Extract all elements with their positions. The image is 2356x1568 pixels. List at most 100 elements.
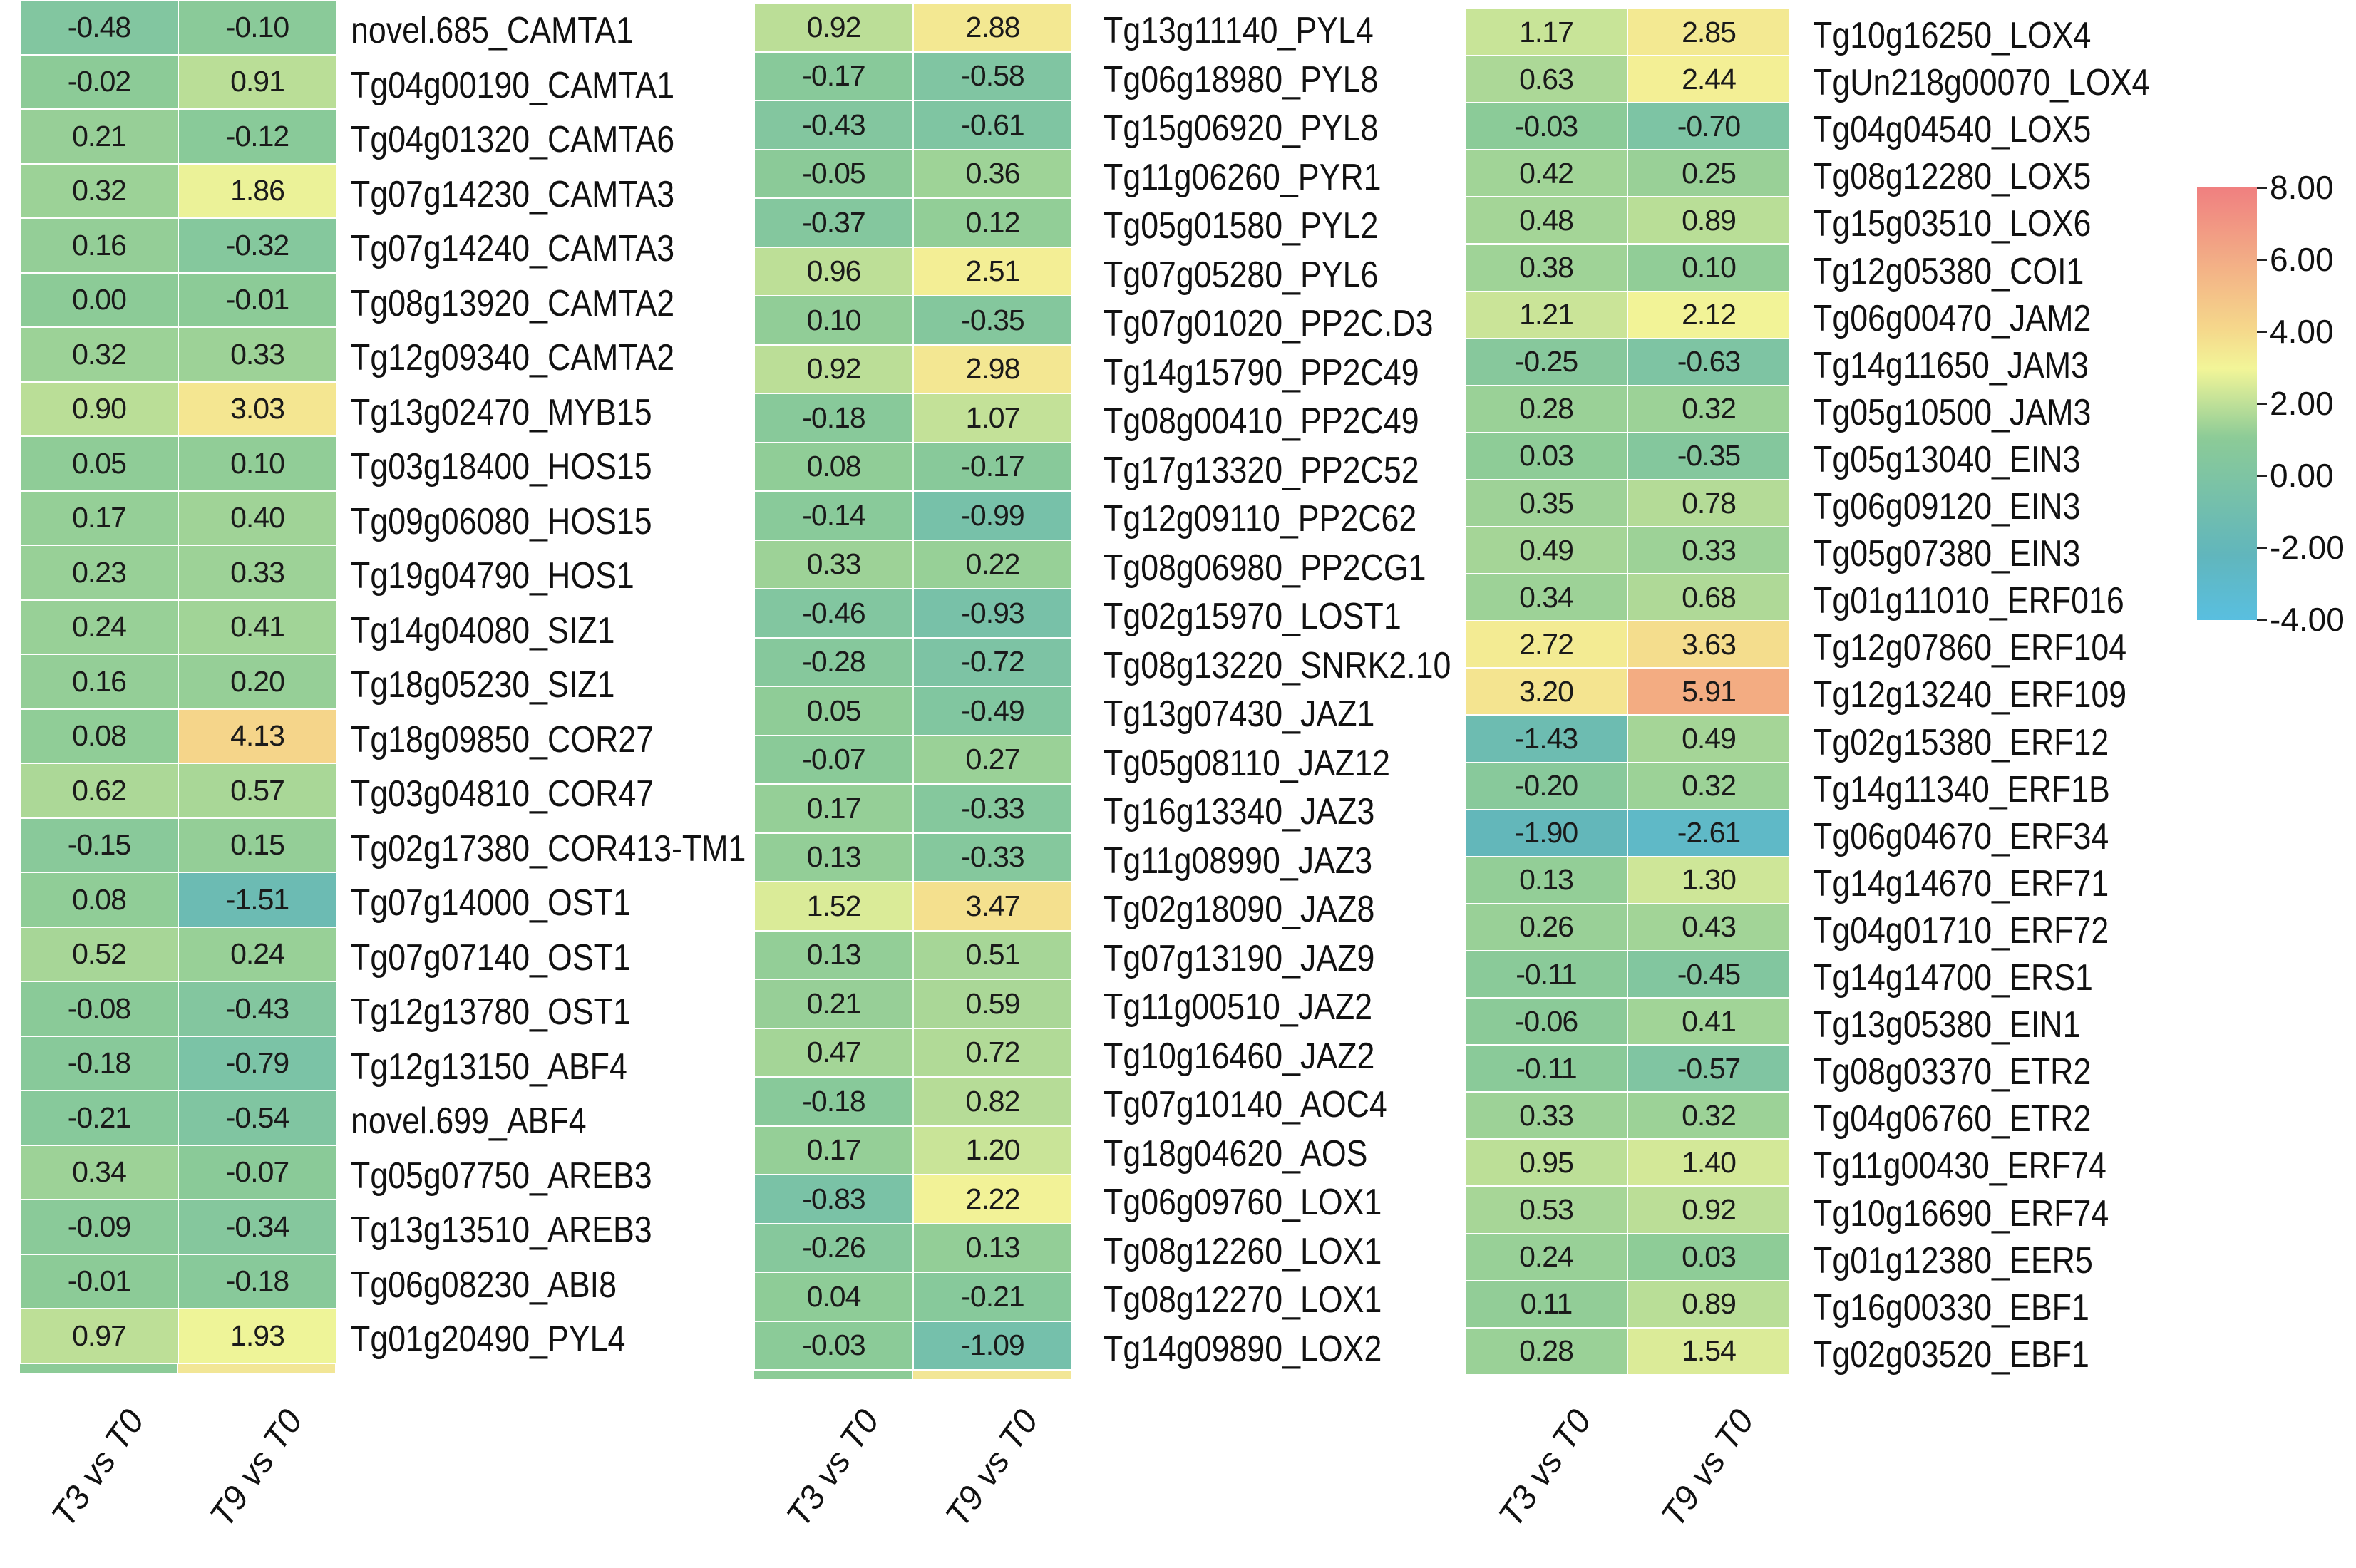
heatmap-cell: 0.08 — [20, 872, 178, 927]
heatmap-cell: 1.20 — [913, 1125, 1072, 1175]
gene-label: Tg08g12270_LOX1 — [1104, 1279, 1382, 1321]
legend-tick — [2257, 547, 2267, 549]
gene-label: Tg06g00470_JAM2 — [1813, 297, 2092, 339]
heatmap-cell: 0.62 — [20, 763, 178, 818]
heatmap-cell: 0.16 — [20, 654, 178, 709]
heatmap-cell: -0.15 — [20, 817, 178, 872]
heatmap-cell: 0.00 — [20, 272, 178, 327]
heatmap-cell: 0.13 — [754, 930, 913, 979]
heatmap-cell: -0.45 — [1627, 951, 1790, 999]
gene-label: Tg18g05230_SIZ1 — [351, 664, 615, 706]
heatmap-cell: 0.38 — [1465, 244, 1627, 292]
heatmap-cell: -0.58 — [913, 51, 1072, 100]
heatmap-cell: 0.34 — [20, 1145, 178, 1200]
heatmap-cell: -0.34 — [178, 1200, 336, 1254]
gene-label: Tg07g14240_CAMTA3 — [351, 228, 675, 270]
gene-label: Tg06g18980_PYL8 — [1104, 58, 1379, 100]
gene-label: Tg14g09890_LOX2 — [1104, 1328, 1382, 1370]
legend-tick — [2257, 403, 2267, 405]
heatmap-cell: -0.09 — [20, 1200, 178, 1254]
gene-label: Tg02g03520_EBF1 — [1813, 1334, 2089, 1376]
gene-label: Tg14g11340_ERF1B — [1813, 768, 2110, 810]
heatmap-cell-partial — [20, 1363, 177, 1373]
heatmap-cell: 0.59 — [913, 979, 1072, 1028]
heatmap-cell: 0.13 — [913, 1223, 1072, 1272]
heatmap-cell: 0.24 — [178, 927, 336, 981]
heatmap-cell: -0.17 — [754, 51, 913, 100]
gene-label: Tg13g07430_JAZ1 — [1104, 693, 1375, 736]
heatmap-cell: 0.32 — [1627, 762, 1790, 810]
legend-label: 8.00 — [2270, 169, 2334, 206]
gene-label: Tg15g06920_PYL8 — [1104, 108, 1379, 150]
heatmap-cell: -0.06 — [1465, 998, 1627, 1046]
heatmap-cell: 0.36 — [913, 149, 1072, 198]
heatmap-cell: 0.91 — [178, 54, 336, 109]
heatmap-cell: 0.10 — [178, 436, 336, 491]
heatmap-cell: 0.72 — [913, 1028, 1072, 1077]
heatmap-cell: 0.13 — [1465, 856, 1627, 904]
gene-label: Tg07g05280_PYL6 — [1104, 254, 1379, 296]
heatmap-cell: 0.33 — [754, 540, 913, 589]
gene-label: Tg03g18400_HOS15 — [351, 446, 652, 488]
heatmap-cell: -0.05 — [754, 149, 913, 198]
heatmap-cell: 0.10 — [754, 296, 913, 345]
heatmap-cell: 0.15 — [178, 817, 336, 872]
heatmap-cell: 0.25 — [1627, 150, 1790, 197]
gene-label: Tg18g04620_AOS — [1104, 1133, 1368, 1175]
heatmap-cell: 1.17 — [1465, 9, 1627, 56]
gene-label: Tg18g09850_COR27 — [351, 718, 654, 760]
heatmap-cell: 0.53 — [1465, 1186, 1627, 1234]
heatmap-cell: -0.18 — [754, 1077, 913, 1126]
gene-label: Tg06g04670_ERF34 — [1813, 815, 2109, 857]
gene-label: Tg05g13040_EIN3 — [1813, 438, 2081, 480]
gene-label: Tg14g14670_ERF71 — [1813, 862, 2109, 904]
heatmap-cell: 0.32 — [1627, 1092, 1790, 1140]
legend-tick — [2257, 475, 2267, 477]
heatmap-cell: 0.92 — [1627, 1186, 1790, 1234]
heatmap-cell: -0.37 — [754, 198, 913, 247]
heatmap-cell: -0.26 — [754, 1223, 913, 1272]
heatmap-cell: 0.92 — [754, 3, 913, 52]
gene-label: Tg14g11650_JAM3 — [1813, 344, 2089, 386]
gene-label: Tg16g00330_EBF1 — [1813, 1286, 2089, 1329]
gene-label: Tg11g08990_JAZ3 — [1104, 840, 1373, 882]
heatmap-cell: 0.05 — [20, 436, 178, 491]
gene-label: Tg04g00190_CAMTA1 — [351, 64, 675, 106]
heatmap-cell: 0.41 — [1627, 998, 1790, 1046]
heatmap-cell: -1.43 — [1465, 715, 1627, 763]
heatmap-cell: 0.51 — [913, 930, 1072, 979]
gene-label: Tg07g07140_OST1 — [351, 937, 631, 979]
heatmap-cell: -0.49 — [913, 686, 1072, 736]
heatmap-cell: -0.28 — [754, 637, 913, 686]
gene-label: TgUn218g00070_LOX4 — [1813, 62, 2150, 104]
heatmap-cell: 0.23 — [20, 545, 178, 600]
heatmap-cell: -0.08 — [20, 981, 178, 1036]
heatmap-cell: 0.24 — [1465, 1233, 1627, 1281]
heatmap-cell: 1.07 — [913, 393, 1072, 443]
gene-label: Tg13g05380_EIN1 — [1813, 1004, 2081, 1046]
heatmap-cell: -2.61 — [1627, 809, 1790, 857]
heatmap-cell: 0.26 — [1465, 903, 1627, 951]
heatmap-cell: -0.83 — [754, 1175, 913, 1224]
gene-label: Tg12g13240_ERF109 — [1813, 674, 2127, 716]
gene-label: Tg12g09110_PP2C62 — [1104, 498, 1417, 540]
heatmap-cell: 2.12 — [1627, 291, 1790, 339]
heatmap-cell: 0.90 — [20, 381, 178, 436]
heatmap-cell-partial — [754, 1371, 912, 1379]
heatmap-cell: -0.07 — [178, 1145, 336, 1200]
gene-label: Tg06g08230_ABI8 — [351, 1264, 617, 1306]
heatmap-cell: -0.12 — [178, 109, 336, 164]
heatmap-cell: -0.01 — [178, 272, 336, 327]
gene-label: Tg04g06760_ETR2 — [1813, 1098, 2092, 1140]
heatmap-cell: 0.04 — [754, 1272, 913, 1321]
gene-label: Tg19g04790_HOS1 — [351, 555, 634, 597]
heatmap-cell: 1.30 — [1627, 856, 1790, 904]
gene-label: Tg14g14700_ERS1 — [1813, 957, 2093, 999]
heatmap-cell: 0.52 — [20, 927, 178, 981]
heatmap-cell: 2.88 — [913, 3, 1072, 52]
heatmap-cell: 2.85 — [1627, 9, 1790, 56]
heatmap-cell: 2.22 — [913, 1175, 1072, 1224]
heatmap-cell: -0.14 — [754, 491, 913, 540]
heatmap-cell: 0.89 — [1627, 1280, 1790, 1328]
